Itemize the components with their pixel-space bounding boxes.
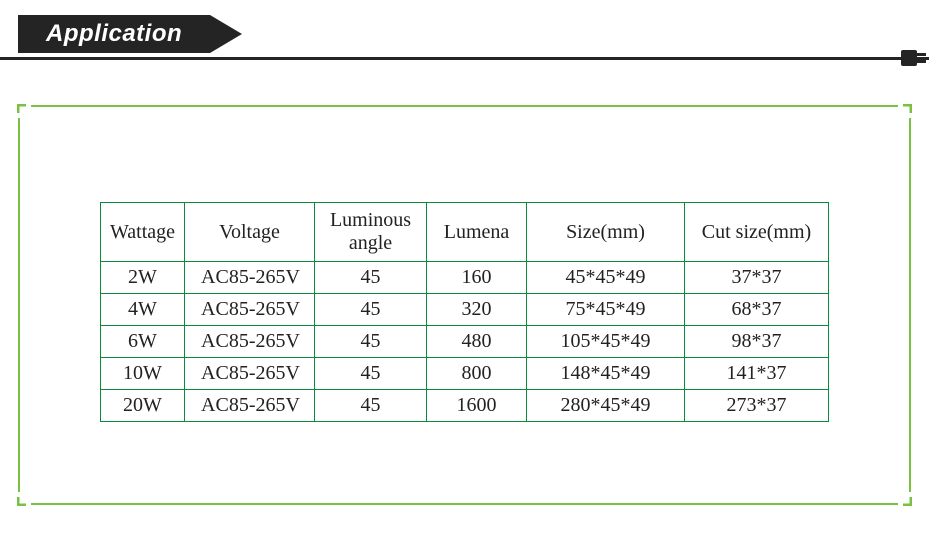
col-header-cut: Cut size(mm) <box>685 203 829 262</box>
table-row: 20W AC85-265V 45 1600 280*45*49 273*37 <box>101 390 829 422</box>
cell-wattage: 4W <box>101 294 185 326</box>
table-row: 2W AC85-265V 45 160 45*45*49 37*37 <box>101 262 829 294</box>
header-tab-triangle <box>210 15 242 53</box>
corner-tr-icon <box>898 104 912 118</box>
cell-size: 148*45*49 <box>527 358 685 390</box>
cell-cut: 68*37 <box>685 294 829 326</box>
cell-voltage: AC85-265V <box>185 390 315 422</box>
cell-wattage: 20W <box>101 390 185 422</box>
corner-bl-icon <box>17 492 31 506</box>
cell-cut: 273*37 <box>685 390 829 422</box>
cell-cut: 37*37 <box>685 262 829 294</box>
cell-size: 280*45*49 <box>527 390 685 422</box>
col-header-size: Size(mm) <box>527 203 685 262</box>
cell-angle: 45 <box>315 294 427 326</box>
col-header-voltage: Voltage <box>185 203 315 262</box>
header-tab: Application <box>18 15 242 53</box>
col-header-angle: Luminousangle <box>315 203 427 262</box>
cell-angle: 45 <box>315 358 427 390</box>
cell-lumen: 320 <box>427 294 527 326</box>
col-header-lumen: Lumena <box>427 203 527 262</box>
cell-voltage: AC85-265V <box>185 262 315 294</box>
table-header-row: Wattage Voltage Luminousangle Lumena Siz… <box>101 203 829 262</box>
corner-br-icon <box>898 492 912 506</box>
cell-wattage: 10W <box>101 358 185 390</box>
cell-voltage: AC85-265V <box>185 326 315 358</box>
table-body: 2W AC85-265V 45 160 45*45*49 37*37 4W AC… <box>101 262 829 422</box>
cell-wattage: 2W <box>101 262 185 294</box>
cell-angle: 45 <box>315 326 427 358</box>
header-bar: Application <box>0 15 929 55</box>
cell-lumen: 480 <box>427 326 527 358</box>
cell-cut: 98*37 <box>685 326 829 358</box>
cell-size: 45*45*49 <box>527 262 685 294</box>
cell-wattage: 6W <box>101 326 185 358</box>
spec-table: Wattage Voltage Luminousangle Lumena Siz… <box>100 202 829 422</box>
header-title: Application <box>18 15 210 53</box>
corner-tl-icon <box>17 104 31 118</box>
header-underline <box>0 57 929 60</box>
cell-size: 105*45*49 <box>527 326 685 358</box>
cell-lumen: 1600 <box>427 390 527 422</box>
col-header-wattage: Wattage <box>101 203 185 262</box>
cell-voltage: AC85-265V <box>185 294 315 326</box>
cell-lumen: 800 <box>427 358 527 390</box>
table-row: 10W AC85-265V 45 800 148*45*49 141*37 <box>101 358 829 390</box>
cell-cut: 141*37 <box>685 358 829 390</box>
cell-angle: 45 <box>315 262 427 294</box>
table-row: 4W AC85-265V 45 320 75*45*49 68*37 <box>101 294 829 326</box>
col-header-angle-l1: Luminousangle <box>330 209 411 254</box>
content-frame: Wattage Voltage Luminousangle Lumena Siz… <box>18 105 911 505</box>
cell-size: 75*45*49 <box>527 294 685 326</box>
cell-angle: 45 <box>315 390 427 422</box>
cell-voltage: AC85-265V <box>185 358 315 390</box>
cell-lumen: 160 <box>427 262 527 294</box>
plug-icon <box>901 47 929 69</box>
table-row: 6W AC85-265V 45 480 105*45*49 98*37 <box>101 326 829 358</box>
